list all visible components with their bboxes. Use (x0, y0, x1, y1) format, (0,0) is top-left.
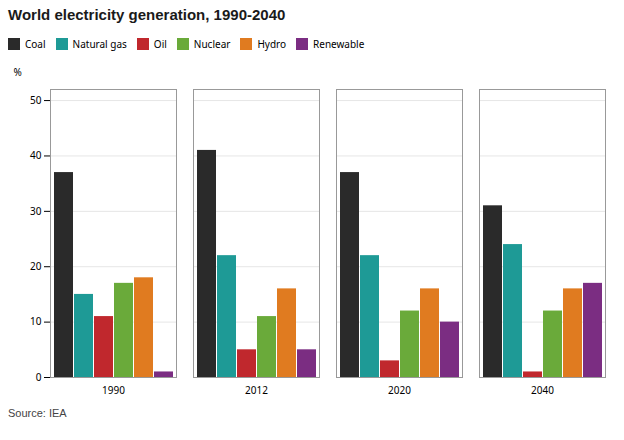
svg-text:1990: 1990 (102, 383, 125, 397)
html-text:Renewable: Renewable (313, 36, 365, 51)
html-text:Source: IEA: Source: IEA (8, 407, 67, 419)
svg-text:%: % (14, 65, 22, 79)
html-text:Nuclear: Nuclear (193, 36, 231, 51)
html-text:World electricity generation,: World electricity generation, 1990-2040 (8, 6, 286, 23)
svg-text:10: 10 (30, 314, 42, 328)
svg-text:2040: 2040 (531, 383, 554, 397)
svg-text:50: 50 (30, 93, 42, 107)
html-text:Natural gas: Natural gas (72, 36, 127, 51)
svg-text:20: 20 (30, 259, 42, 273)
svg-text:2012: 2012 (245, 383, 268, 397)
html-text:Hydro: Hydro (257, 36, 286, 51)
svg-text:30: 30 (30, 204, 42, 218)
html-text:Coal: Coal (25, 36, 46, 51)
html-text:Oil: Oil (153, 36, 167, 51)
svg-text:2020: 2020 (388, 383, 411, 397)
svg-text:0: 0 (36, 370, 42, 384)
svg-text:40: 40 (30, 148, 42, 162)
